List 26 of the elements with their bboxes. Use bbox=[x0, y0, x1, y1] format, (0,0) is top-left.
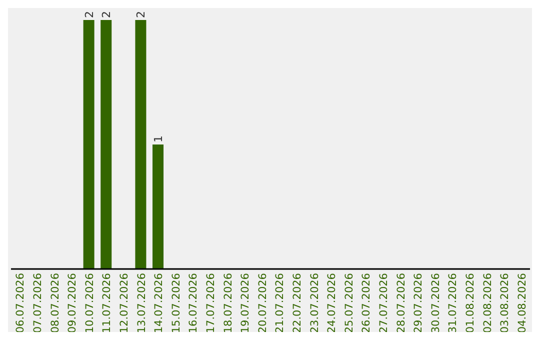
x-tick-label: 26.07.2026 bbox=[360, 272, 373, 334]
data-label: 1 bbox=[152, 136, 166, 142]
x-tick-label: 18.07.2026 bbox=[222, 272, 234, 334]
x-tick-label: 13.07.2026 bbox=[136, 272, 148, 334]
x-tick-label: 16.07.2026 bbox=[188, 272, 200, 334]
data-label: 2 bbox=[134, 11, 148, 18]
x-tick-label: 11.07.2026 bbox=[101, 272, 114, 334]
x-tick-label: 29.07.2026 bbox=[412, 272, 425, 334]
x-tick-label: 20.07.2026 bbox=[256, 272, 269, 334]
x-tick-label: 19.07.2026 bbox=[240, 272, 252, 334]
x-tick-label: 14.07.2026 bbox=[153, 272, 166, 334]
x-tick-label: 24.07.2026 bbox=[326, 272, 338, 334]
x-tick-label: 12.07.2026 bbox=[118, 272, 130, 334]
x-tick-label: 22.07.2026 bbox=[291, 272, 304, 334]
x-tick-label: 10.07.2026 bbox=[84, 272, 96, 334]
x-tick-label: 31.07.2026 bbox=[447, 272, 460, 334]
x-tick-label: 15.07.2026 bbox=[170, 272, 182, 334]
x-tick-label: 27.07.2026 bbox=[378, 272, 390, 334]
x-tick-label: 17.07.2026 bbox=[204, 272, 217, 334]
data-label: 2 bbox=[100, 11, 114, 18]
x-tick-label: 25.07.2026 bbox=[343, 272, 356, 334]
data-label: 2 bbox=[82, 11, 96, 18]
x-tick-label: 28.07.2026 bbox=[395, 272, 408, 334]
x-tick-label: 23.07.2026 bbox=[308, 272, 321, 334]
x-tick-label: 30.07.2026 bbox=[430, 272, 442, 334]
x-tick-label: 21.07.2026 bbox=[274, 272, 286, 334]
